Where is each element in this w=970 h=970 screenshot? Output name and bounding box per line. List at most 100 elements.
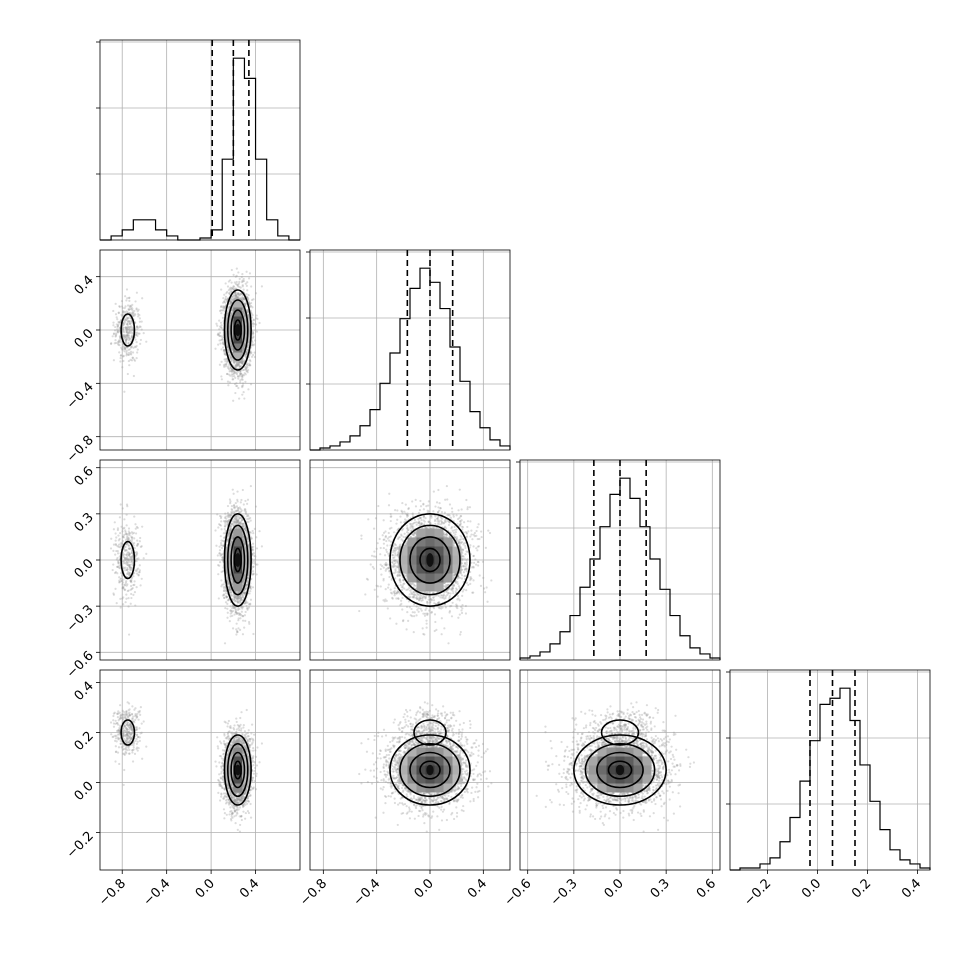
sample-point	[125, 503, 129, 506]
sample-point	[230, 373, 233, 376]
sample-point	[121, 585, 125, 589]
sample-point	[134, 604, 137, 607]
sample-point	[244, 367, 247, 371]
sample-point	[234, 609, 237, 612]
sample-point	[127, 320, 130, 323]
sample-point	[130, 587, 133, 591]
sample-point	[243, 528, 246, 531]
sample-point	[133, 359, 137, 362]
sample-point	[220, 553, 223, 557]
sample-point	[134, 527, 137, 530]
sample-point	[241, 378, 244, 381]
sample-point	[225, 517, 228, 520]
sample-point	[230, 312, 233, 315]
sample-point	[135, 554, 138, 557]
sample-point	[121, 328, 124, 331]
sample-point	[139, 338, 142, 342]
sample-point	[220, 324, 223, 327]
sample-point	[243, 297, 246, 300]
sample-point	[131, 560, 134, 563]
sample-point	[239, 597, 242, 600]
sample-point	[126, 572, 129, 576]
sample-point	[129, 579, 132, 582]
sample-point	[128, 322, 132, 325]
scatter-panel-2-1	[99, 249, 301, 451]
sample-point	[125, 349, 128, 353]
sample-point	[246, 580, 250, 584]
sample-point	[112, 549, 115, 552]
sample-point	[138, 540, 141, 543]
sample-point	[222, 340, 225, 344]
sample-point	[241, 373, 244, 377]
sample-point	[111, 335, 114, 338]
sample-point	[230, 513, 233, 516]
sample-point	[235, 363, 238, 367]
sample-point	[128, 555, 132, 558]
sample-point	[125, 559, 128, 562]
sample-point	[243, 312, 246, 315]
sample-point	[128, 571, 131, 574]
sample-point	[121, 327, 125, 330]
sample-point	[247, 388, 250, 391]
sample-point	[238, 285, 241, 288]
sample-point	[114, 539, 117, 542]
sample-point	[243, 573, 246, 576]
sample-point	[243, 313, 246, 317]
sample-point	[128, 337, 131, 341]
sample-point	[136, 325, 139, 329]
sample-point	[241, 595, 244, 598]
sample-point	[122, 535, 125, 538]
sample-point	[130, 346, 133, 349]
sample-point	[227, 351, 230, 354]
sample-point	[251, 558, 254, 561]
sample-point	[129, 558, 132, 561]
sample-point	[239, 293, 242, 296]
sample-point	[214, 529, 217, 532]
sample-point	[238, 397, 241, 400]
sample-point	[251, 333, 254, 336]
sample-point	[228, 292, 231, 295]
sample-point	[228, 531, 231, 535]
sample-point	[122, 566, 125, 569]
sample-point	[133, 591, 137, 594]
sample-point	[225, 299, 229, 302]
sample-point	[229, 286, 232, 289]
sample-point	[130, 596, 133, 600]
sample-point	[223, 587, 226, 590]
sample-point	[229, 543, 233, 546]
sample-point	[130, 328, 133, 332]
sample-point	[132, 346, 135, 349]
sample-point	[122, 587, 125, 590]
sample-point	[241, 579, 245, 583]
sample-point	[250, 285, 253, 288]
sample-point	[252, 573, 255, 576]
sample-point	[230, 346, 233, 349]
sample-point	[136, 310, 139, 313]
sample-point	[242, 348, 245, 351]
sample-point	[116, 565, 119, 568]
sample-point	[116, 318, 119, 321]
sample-point	[139, 536, 142, 540]
sample-point	[123, 390, 126, 393]
sample-point	[112, 324, 115, 327]
sample-point	[123, 558, 127, 561]
sample-point	[232, 285, 235, 288]
sample-point	[229, 358, 232, 361]
sample-point	[134, 313, 137, 316]
sample-point	[112, 563, 115, 566]
sample-point	[118, 341, 121, 344]
sample-point	[126, 316, 129, 320]
sample-point	[224, 282, 227, 285]
sample-point	[130, 540, 134, 544]
sample-point	[122, 359, 125, 363]
sample-point	[126, 311, 129, 314]
sample-point	[248, 622, 251, 625]
sample-point	[122, 355, 125, 358]
sample-point	[237, 296, 240, 299]
sample-point	[129, 580, 133, 583]
sample-point	[124, 341, 128, 344]
sample-point	[128, 296, 131, 300]
sample-point	[230, 346, 234, 349]
sample-point	[254, 323, 258, 326]
sample-point	[238, 628, 242, 631]
